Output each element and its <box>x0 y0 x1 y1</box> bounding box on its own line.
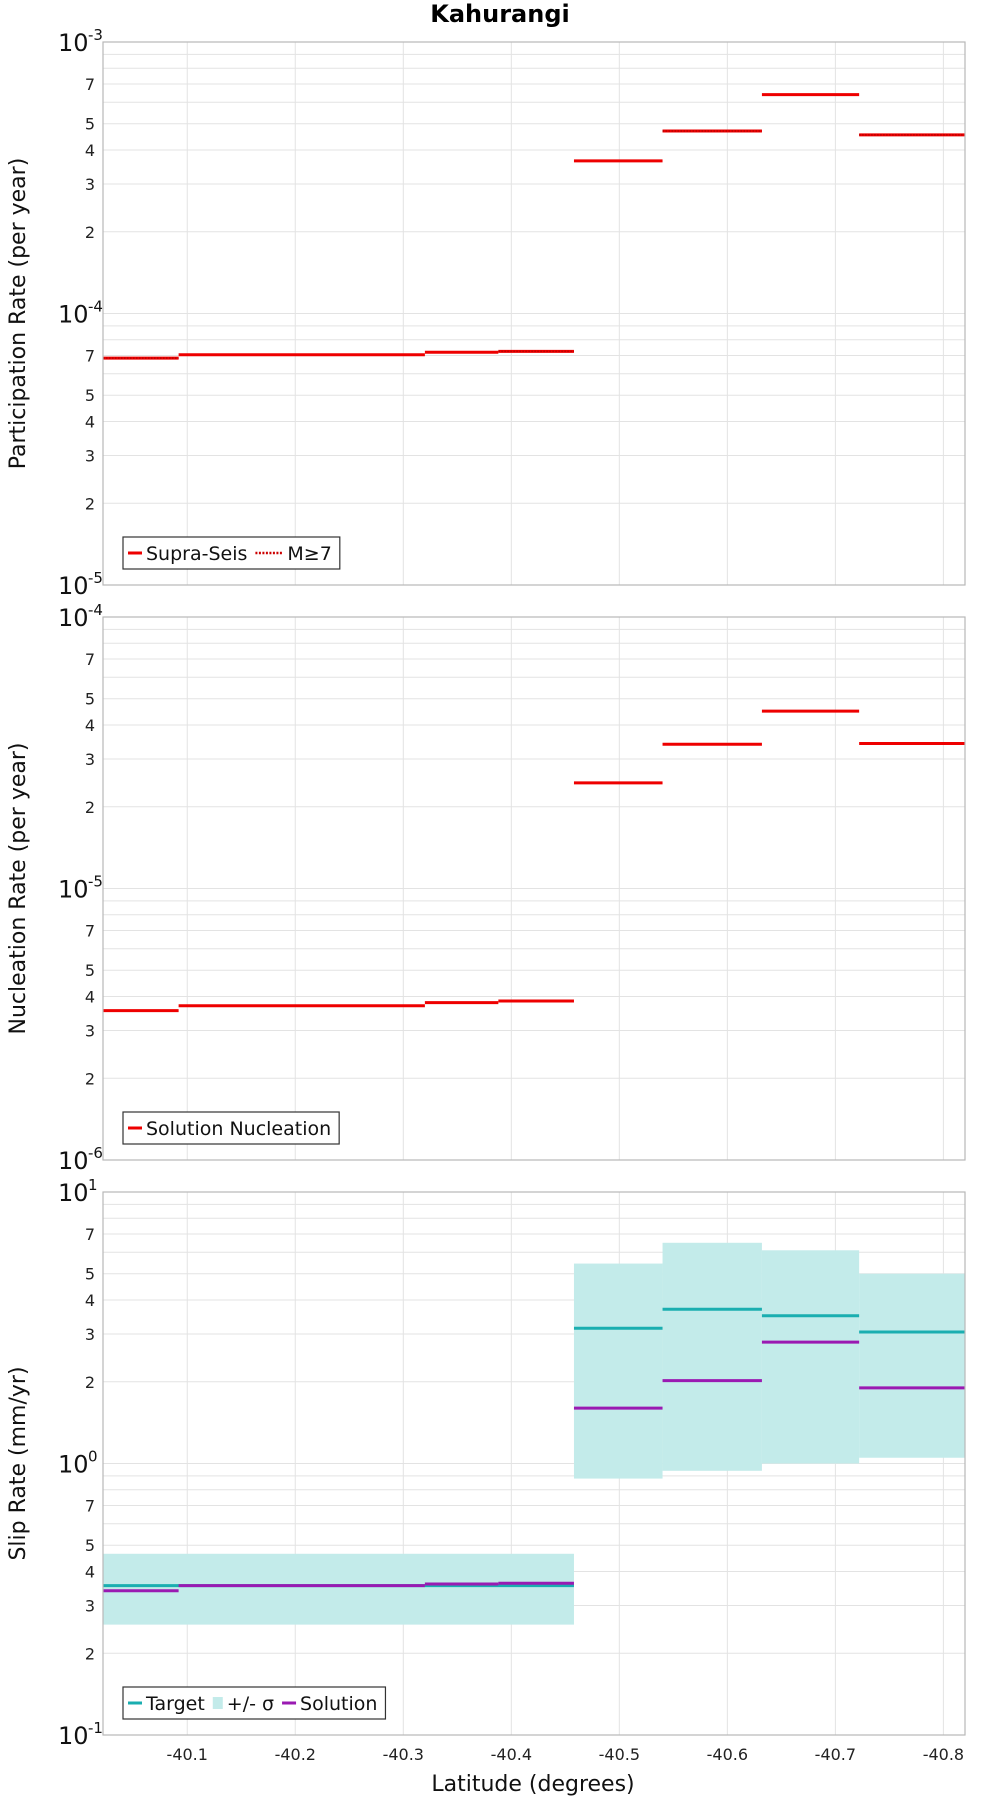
y-tick-label: 3 <box>85 1325 95 1344</box>
y-tick-label: 3 <box>85 175 95 194</box>
y-tick-label: 7 <box>85 922 95 941</box>
x-tick-labels: -40.1 -40.2 -40.3 -40.4 -40.5 -40.6 -40.7 -40.8 <box>167 1745 965 1764</box>
y-tick-label: 4 <box>85 988 95 1007</box>
plot-frame <box>102 616 966 1161</box>
legend-label: M≥7 <box>287 543 331 565</box>
y-decade-exponent: -1 <box>88 1719 103 1737</box>
y-tick-label: 4 <box>85 1563 95 1582</box>
band-segment <box>662 1242 762 1471</box>
y-tick-label: 7 <box>85 347 95 366</box>
y-tick-label: 7 <box>85 1225 95 1244</box>
x-tick-label: -40.5 <box>599 1745 640 1764</box>
y-tick-label: 4 <box>85 413 95 432</box>
y-axis-label: Nucleation Rate (per year) <box>6 743 31 1035</box>
y-tick-label: 3 <box>85 750 95 769</box>
legend: Supra-Seis M≥7 <box>122 536 341 570</box>
y-tick-label: 7 <box>85 1497 95 1516</box>
x-tick-label: -40.2 <box>275 1745 316 1764</box>
y-tick-label: 2 <box>85 494 95 513</box>
plot-frame <box>102 41 966 586</box>
legend-label: Supra-Seis <box>146 543 247 565</box>
legend-label: Solution <box>300 1693 377 1715</box>
y-tick-label: 5 <box>85 1536 95 1555</box>
y-decade-exponent: -4 <box>88 298 103 316</box>
y-decade-exponent: -3 <box>88 26 103 44</box>
legend-label: +/- σ <box>227 1693 274 1715</box>
y-decade-label: 10 <box>58 29 89 57</box>
y-tick-label: 2 <box>85 1373 95 1392</box>
grid-lines <box>103 617 965 1160</box>
y-decade-label: 10 <box>58 1147 89 1175</box>
y-tick-label: 2 <box>85 1069 95 1088</box>
y-decade-exponent: -6 <box>88 1144 103 1162</box>
series-solution-nucleation <box>103 709 965 1013</box>
series-m-7 <box>103 130 965 359</box>
band-segment <box>573 1263 663 1479</box>
x-tick-label: -40.3 <box>383 1745 424 1764</box>
y-tick-label: 3 <box>85 1021 95 1040</box>
y-tick-label: 3 <box>85 446 95 465</box>
y-decade-label: 10 <box>58 604 89 632</box>
legend: Solution Nucleation <box>122 1111 340 1145</box>
legend-swatch <box>212 1697 223 1709</box>
y-tick-label: 4 <box>85 716 95 735</box>
chart-title: Kahurangi <box>430 0 570 28</box>
y-decade-exponent: -5 <box>88 873 103 891</box>
y-decade-label: 10 <box>58 1451 89 1479</box>
y-decade-exponent: -5 <box>88 569 103 587</box>
x-tick-label: -40.7 <box>815 1745 856 1764</box>
legend-box <box>122 1111 340 1145</box>
y-decade-exponent: -4 <box>88 601 103 619</box>
legend-label: Solution Nucleation <box>146 1118 331 1140</box>
x-axis-label: Latitude (degrees) <box>431 1772 634 1797</box>
legend: Target +/- σ Solution <box>122 1686 387 1720</box>
y-tick-label: 5 <box>85 115 95 134</box>
y-decade-label: 10 <box>58 301 89 329</box>
legend-label: Target <box>145 1693 205 1715</box>
x-tick-label: -40.8 <box>923 1745 964 1764</box>
x-tick-label: -40.6 <box>707 1745 748 1764</box>
y-decade-label: 10 <box>58 876 89 904</box>
band-segment <box>103 1553 574 1625</box>
y-tick-label: 4 <box>85 141 95 160</box>
y-axis-label: Slip Rate (mm/yr) <box>6 1366 31 1560</box>
y-tick-label: 7 <box>85 75 95 94</box>
band-segment <box>761 1250 860 1464</box>
y-tick-label: 3 <box>85 1596 95 1615</box>
y-axis-label: Participation Rate (per year) <box>6 158 31 470</box>
y-decade-label: 10 <box>58 1722 89 1750</box>
y-tick-label: 4 <box>85 1291 95 1310</box>
y-tick-label: 5 <box>85 1265 95 1284</box>
y-tick-label: 2 <box>85 223 95 242</box>
legend-box <box>122 1686 387 1720</box>
series-solution <box>103 1340 965 1593</box>
y-tick-label: 5 <box>85 386 95 405</box>
y-decade-label: 10 <box>58 1179 89 1207</box>
y-decade-exponent: 1 <box>88 1176 98 1194</box>
y-tick-label: 5 <box>85 690 95 709</box>
y-tick-label: 7 <box>85 650 95 669</box>
plot-frame <box>102 1191 966 1736</box>
x-tick-label: -40.4 <box>491 1745 532 1764</box>
y-tick-label: 2 <box>85 1644 95 1663</box>
grid-lines <box>103 42 965 585</box>
y-tick-label: 2 <box>85 798 95 817</box>
y-decade-exponent: 0 <box>88 1448 98 1466</box>
band-segment <box>859 1273 965 1458</box>
y-tick-label: 5 <box>85 961 95 980</box>
y-decade-label: 10 <box>58 572 89 600</box>
x-tick-label: -40.1 <box>167 1745 208 1764</box>
legend-box <box>122 536 341 570</box>
